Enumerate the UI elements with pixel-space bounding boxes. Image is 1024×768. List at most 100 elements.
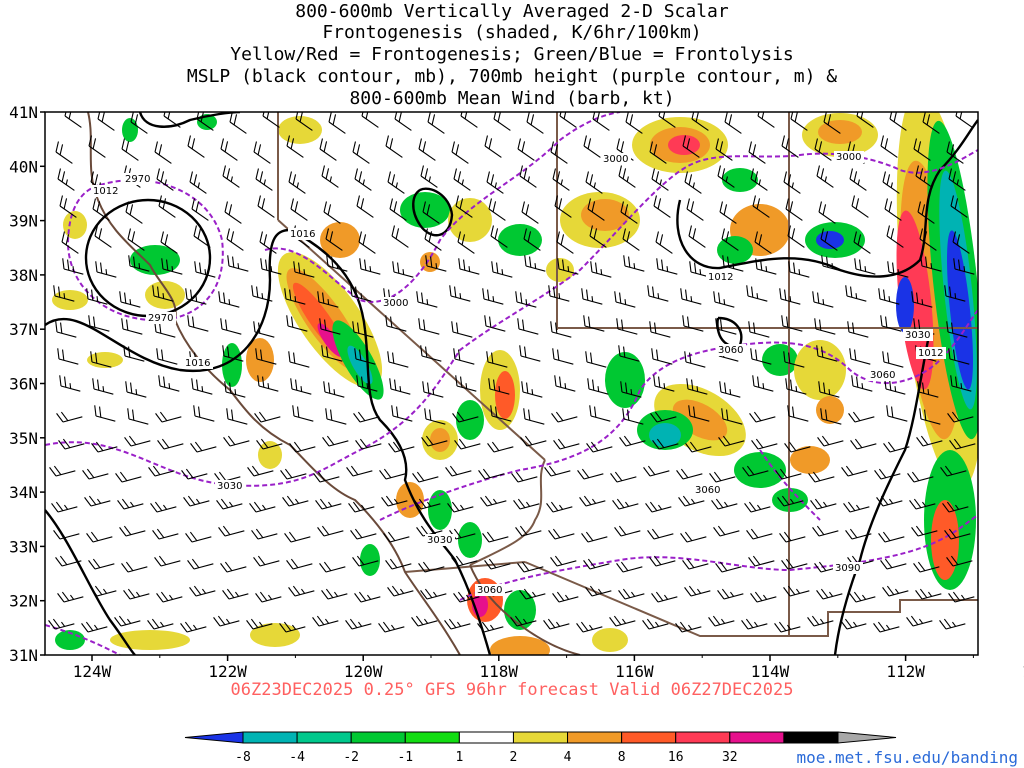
wind-barb — [157, 438, 184, 450]
wind-barb — [321, 588, 348, 600]
colorbar-label: -4 — [289, 750, 305, 765]
wind-barb — [190, 441, 217, 453]
wind-barb — [715, 138, 733, 161]
wind-barb — [524, 255, 546, 272]
wind-barb — [853, 231, 871, 254]
wind-barb — [854, 258, 876, 275]
wind-barb — [292, 405, 314, 422]
wind-barb — [719, 381, 741, 398]
wind-barb — [156, 168, 174, 191]
wind-barb — [487, 441, 514, 453]
shade-blob — [250, 623, 300, 647]
wind-barb — [856, 112, 874, 128]
wind-barb — [886, 405, 908, 422]
shade-blob — [360, 544, 380, 576]
wind-barb — [915, 165, 933, 188]
wind-barb — [354, 591, 381, 603]
wind-barb — [381, 495, 408, 507]
wind-barb — [818, 381, 840, 398]
wind-barb — [581, 288, 603, 305]
wind-barb — [161, 258, 183, 275]
wind-barb — [455, 195, 473, 218]
wind-barb — [354, 348, 376, 365]
wind-barb — [355, 438, 382, 450]
wind-barb — [754, 231, 772, 254]
wind-barb — [420, 165, 438, 188]
wind-barb — [246, 618, 273, 630]
wind-barb — [460, 112, 478, 128]
title-line-1: 800-600mb Vertically Averaged 2-D Scalar — [295, 1, 729, 22]
border-ca-nv-diagonal — [277, 219, 546, 461]
wind-barb — [158, 195, 176, 218]
wind-barb — [493, 112, 511, 131]
shade-blob — [317, 323, 343, 357]
wind-barb — [181, 468, 208, 480]
wind-barb — [886, 225, 904, 248]
lat-label: 40N — [9, 157, 38, 176]
wind-barb — [82, 468, 109, 480]
shade-blob — [456, 400, 484, 440]
lon-label: 120W — [344, 662, 383, 681]
wind-barb — [125, 201, 143, 224]
lat-label: 37N — [9, 320, 38, 339]
wind-barb — [253, 321, 275, 338]
wind-barb — [919, 408, 941, 425]
wind-barb — [194, 261, 216, 278]
wind-barb — [876, 495, 903, 507]
wind-barb — [851, 375, 873, 392]
wind-barb — [123, 345, 145, 362]
wind-barb — [554, 195, 572, 218]
wind-barb — [949, 438, 976, 450]
shade-blob — [458, 522, 482, 558]
wind-barb — [488, 198, 506, 221]
wind-barb — [289, 441, 316, 453]
wind-barb — [115, 471, 142, 483]
wind-barb — [688, 225, 706, 248]
wind-barb — [160, 231, 178, 254]
wind-barb — [874, 468, 901, 480]
wind-barb — [411, 615, 438, 627]
wind-barb — [321, 345, 343, 362]
wind-barb — [614, 291, 636, 308]
wind-barb — [224, 201, 242, 224]
wind-barb — [189, 585, 216, 597]
mslp-contour — [289, 228, 492, 655]
colorbar-swatch — [242, 731, 298, 744]
wind-barb — [955, 112, 973, 128]
wind-barb — [622, 228, 640, 251]
wind-barb — [919, 228, 937, 251]
wind-barb — [849, 591, 876, 603]
wind-barb — [255, 591, 282, 603]
wind-barb — [523, 228, 541, 251]
wind-barb — [878, 288, 900, 305]
wind-barb — [581, 531, 608, 543]
wind-barb — [279, 621, 306, 633]
border-colorado-river — [469, 459, 546, 566]
wind-barb — [312, 615, 339, 627]
colorbar-swatch — [458, 731, 514, 744]
wind-barb — [658, 112, 676, 128]
wind-barb — [477, 621, 504, 633]
shade-blob — [816, 396, 844, 424]
wind-barb — [295, 112, 313, 131]
wind-barb — [388, 441, 415, 453]
wind-barb — [90, 351, 112, 368]
wind-barb — [414, 498, 441, 510]
wind-barb — [554, 375, 576, 392]
height-label: 3000 — [603, 154, 628, 165]
wind-barb — [850, 438, 877, 450]
wind-barb — [649, 321, 671, 338]
wind-barb — [117, 498, 144, 510]
wind-barb — [484, 558, 511, 570]
credit-url[interactable]: moe.met.fsu.edu/banding — [796, 748, 1018, 767]
wind-barb — [577, 468, 604, 480]
wind-barb — [944, 528, 971, 540]
wind-barb — [249, 501, 276, 513]
wind-barb — [513, 498, 540, 510]
wind-barb — [128, 255, 150, 272]
wind-barb — [88, 135, 106, 158]
colorbar-label: 16 — [668, 750, 684, 765]
lat-label: 32N — [9, 592, 38, 611]
wind-barb — [642, 618, 669, 630]
wind-barb — [227, 255, 249, 272]
